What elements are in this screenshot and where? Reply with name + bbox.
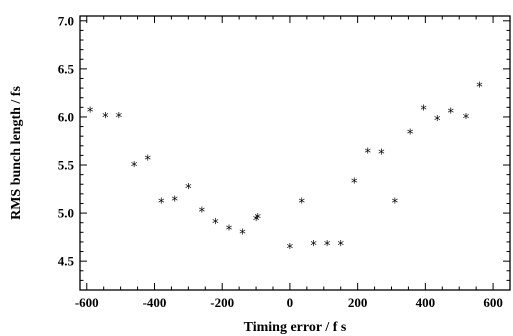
x-tick-label: -200 xyxy=(210,295,234,310)
data-points: * * ** ** **** * ****** * *** ****** ** xyxy=(87,80,483,257)
data-point: * xyxy=(324,239,331,254)
data-point: * xyxy=(212,217,219,232)
data-point: * xyxy=(299,197,306,212)
data-point: * xyxy=(447,106,454,121)
data-point: * xyxy=(226,224,233,239)
y-axis-title: RMS bunch length / fs xyxy=(9,86,24,220)
x-tick-label: 600 xyxy=(483,295,503,310)
x-tick-label: -400 xyxy=(143,295,167,310)
data-point: * xyxy=(116,111,123,126)
y-tick-label: 7.0 xyxy=(58,13,74,28)
x-tick-label: 200 xyxy=(348,295,368,310)
data-point: * xyxy=(253,214,260,229)
data-point: * xyxy=(144,153,151,168)
x-tick-label: -600 xyxy=(75,295,99,310)
data-point: * xyxy=(255,212,262,227)
data-point: * xyxy=(131,160,138,175)
plot-frame xyxy=(79,15,511,291)
data-point: * xyxy=(351,176,358,191)
y-tick-label: 5.0 xyxy=(58,206,74,221)
data-point: * xyxy=(365,147,372,162)
data-point: * xyxy=(378,148,385,163)
x-tick-label: 0 xyxy=(287,295,294,310)
data-point: * xyxy=(172,195,179,210)
y-tick-label: 6.5 xyxy=(58,61,75,76)
data-point: * xyxy=(199,205,206,220)
data-point: * xyxy=(434,114,441,129)
y-tick-label: 6.0 xyxy=(58,109,74,124)
data-point: * xyxy=(407,127,414,142)
y-tick-label: 5.5 xyxy=(58,158,75,173)
data-point: * xyxy=(476,80,483,95)
data-point: * xyxy=(102,111,109,126)
data-point: * xyxy=(87,105,94,120)
y-tick-label: 4.5 xyxy=(58,254,75,269)
x-axis-title: Timing error / f s xyxy=(244,320,347,335)
data-point: * xyxy=(392,197,399,212)
data-point: * xyxy=(185,182,192,197)
data-point: * xyxy=(463,112,470,127)
x-tick-label: 400 xyxy=(416,295,436,310)
data-point: * xyxy=(287,242,294,257)
data-point: * xyxy=(239,227,246,242)
data-point: * xyxy=(420,103,427,118)
tick-labels: -600 -400 -200 0 200 400 600 4.5 5.0 5.5 6.0 6.5 7.0 xyxy=(58,13,503,310)
data-point: * xyxy=(158,197,165,212)
data-point: * xyxy=(310,239,317,254)
data-point: * xyxy=(337,239,344,254)
